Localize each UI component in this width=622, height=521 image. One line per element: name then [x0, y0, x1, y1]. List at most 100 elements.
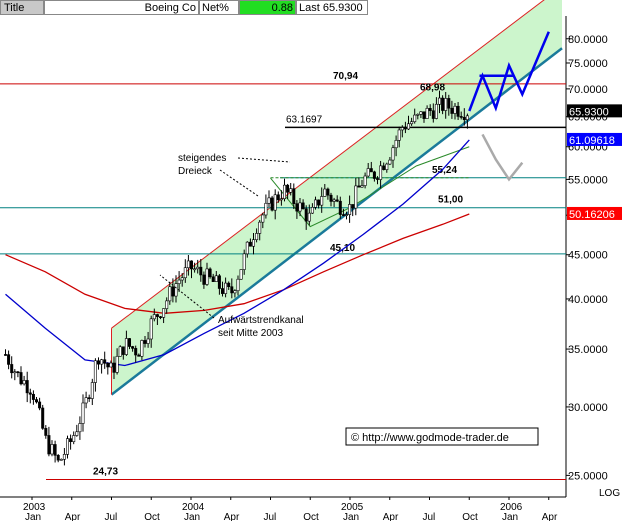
candle-body	[202, 274, 206, 285]
y-tick-label: 35.0000	[568, 344, 608, 356]
candle-body	[400, 127, 404, 131]
price-tag-bg-1	[567, 132, 622, 146]
candle-body	[252, 239, 256, 247]
candle-body	[152, 314, 156, 320]
x-tick-month: Jan	[502, 512, 518, 521]
candle-body	[441, 97, 445, 111]
candle-body	[264, 202, 268, 216]
candle-body	[53, 444, 57, 456]
candle-body	[394, 140, 398, 149]
candle-body	[363, 175, 367, 186]
candle-body	[177, 279, 181, 284]
candle-body	[97, 360, 101, 365]
candle-body	[419, 111, 423, 115]
net-percent-label: Net%	[199, 0, 239, 15]
candle-body	[25, 380, 29, 394]
candle-body	[103, 359, 107, 364]
candle-body	[165, 300, 169, 309]
candle-body	[406, 123, 410, 130]
candle-body	[258, 221, 262, 234]
channel-lower-trendline	[110, 47, 563, 396]
candle-body	[19, 372, 23, 385]
candle-body	[112, 362, 116, 373]
candle-body	[289, 188, 293, 193]
candle-body	[354, 185, 358, 209]
candle-body	[168, 286, 172, 302]
candle-body	[391, 147, 395, 161]
candle-body	[397, 129, 401, 141]
candle-body	[183, 267, 187, 279]
candle-body	[366, 168, 370, 177]
candle-body	[282, 184, 286, 200]
candles	[4, 90, 469, 466]
candle-body	[78, 423, 82, 433]
candle-body	[38, 401, 42, 409]
price-tag-bg-2	[567, 206, 622, 220]
x-tick-month: Oct	[144, 512, 160, 521]
candle-body	[261, 214, 265, 223]
candle-body	[434, 103, 438, 119]
candle-body	[326, 188, 330, 196]
x-tick-month: Jul	[423, 512, 436, 521]
candle-body	[388, 159, 392, 165]
candle-body	[205, 268, 209, 285]
y-tick-label: 55.0000	[568, 174, 608, 186]
candle-body	[10, 364, 14, 374]
candle-body	[447, 98, 451, 109]
candle-body	[413, 114, 417, 123]
level-label-2: 55,24	[432, 165, 457, 176]
candle-body	[224, 282, 228, 294]
candle-body	[31, 393, 35, 400]
x-tick-month: Apr	[224, 512, 240, 521]
candle-body	[81, 402, 85, 424]
candle-body	[13, 371, 17, 374]
candle-body	[301, 202, 305, 210]
title-label[interactable]: Title	[0, 0, 44, 15]
candle-body	[416, 114, 420, 116]
x-tick-year: 2006	[500, 502, 523, 513]
x-tick-month: Apr	[542, 512, 558, 521]
candle-body	[90, 382, 94, 399]
level-label-3: 51,00	[438, 195, 463, 206]
candle-body	[255, 233, 259, 241]
candle-body	[221, 288, 225, 294]
channel-annotation-line-1: Aufwärtstrendkanal	[218, 315, 304, 326]
level-label-0: 70,94	[333, 71, 358, 82]
candle-body	[50, 444, 54, 455]
candle-body	[313, 199, 317, 208]
x-tick-year: 2005	[341, 502, 364, 513]
candle-body	[403, 127, 407, 130]
candle-body	[279, 198, 283, 201]
last-price: Last 65.9300	[296, 0, 368, 15]
candle-body	[115, 356, 119, 373]
y-tick-label: 70.0000	[568, 84, 608, 96]
triangle-annotation-pointer-1	[237, 157, 291, 163]
y-tick-label: 75.0000	[568, 58, 608, 70]
candle-body	[267, 197, 271, 204]
candle-body	[131, 346, 135, 349]
candle-body	[245, 241, 249, 255]
candle-body	[304, 208, 308, 222]
candle-body	[174, 283, 178, 297]
candle-body	[375, 178, 379, 180]
candle-body	[307, 212, 311, 222]
chart-header: Title Boeing Co Net% 0.88 Last 65.9300	[0, 0, 566, 16]
candle-body	[190, 260, 194, 270]
candle-body	[462, 116, 466, 120]
candle-body	[118, 346, 122, 357]
y-tick-label: 80.0000	[568, 34, 608, 46]
x-tick-month: Oct	[462, 512, 478, 521]
candle-body	[248, 241, 252, 247]
candle-body	[4, 354, 8, 356]
candle-body	[239, 269, 243, 280]
candle-body	[146, 338, 150, 344]
candle-body	[379, 165, 383, 180]
candle-body	[217, 275, 221, 289]
candle-body	[162, 308, 166, 318]
price-tag-label-1: 61.09618	[569, 135, 615, 147]
candle-body	[270, 197, 274, 211]
candle-body	[360, 185, 364, 188]
candle-body	[453, 105, 457, 114]
candle-body	[425, 108, 429, 119]
y-tick-label: 25.0000	[568, 470, 608, 482]
